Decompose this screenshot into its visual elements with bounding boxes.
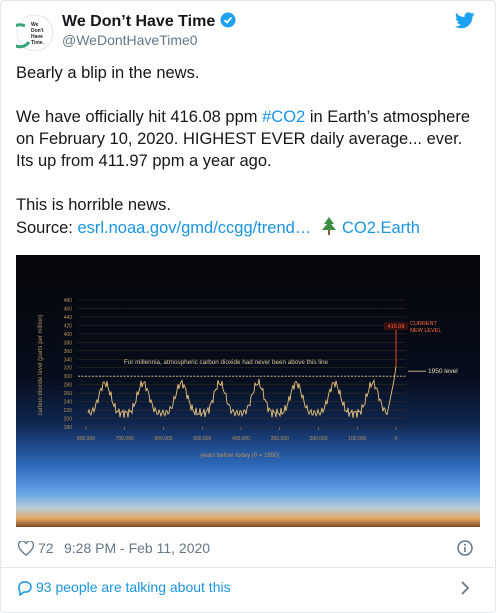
y-tick-label: 400 — [64, 332, 73, 338]
y-tick-label: 320 — [64, 366, 73, 372]
x-tick-label: 600,000 — [154, 436, 172, 442]
y-tick-label: 260 — [64, 391, 73, 397]
current-label: CURRENT — [410, 321, 438, 327]
avatar-text: Have — [31, 34, 43, 40]
x-axis-label: years before today (0 = 1950) — [201, 453, 280, 459]
x-tick-label: 100,000 — [348, 436, 366, 442]
info-icon[interactable] — [457, 540, 473, 556]
tweet-text: Bearly a blip in the news. We have offic… — [16, 62, 482, 239]
hashtag[interactable]: #CO2 — [262, 108, 306, 126]
y-tick-label: 180 — [64, 425, 73, 431]
x-tick-label: 400,000 — [232, 436, 250, 442]
divider — [0, 567, 494, 568]
current-marker — [384, 322, 408, 331]
y-tick-label: 440 — [64, 315, 73, 321]
verified-badge — [220, 12, 236, 28]
x-tick-label: 300,000 — [271, 436, 289, 442]
avatar-text: Don't — [31, 28, 44, 34]
y-tick-label: 420 — [64, 323, 73, 329]
like-count[interactable]: 72 — [38, 540, 54, 556]
y-tick-label: 280 — [64, 383, 73, 389]
y-tick-label: 460 — [64, 306, 73, 312]
author-handle[interactable]: @WeDontHaveTime0 — [62, 32, 198, 48]
y-tick-label: 200 — [64, 417, 73, 423]
current-value: 416.08 — [388, 324, 405, 330]
x-tick-label: 700,000 — [116, 436, 134, 442]
annotation: For millennia, atmospheric carbon dioxid… — [124, 359, 329, 366]
text: Source: — [16, 219, 78, 237]
level-1950-label: 1950 level — [428, 368, 458, 375]
url-link[interactable]: esrl.noaa.gov/gmd/ccgg/trend… — [77, 219, 312, 237]
x-tick-label: 800,000 — [77, 436, 95, 442]
chart-image[interactable]: carbon dioxide level (parts per million)… — [16, 255, 480, 527]
mention-link[interactable]: CO2.Earth — [341, 219, 420, 237]
paragraph: We have officially hit 416.08 ppm #CO2 i… — [16, 106, 482, 172]
like-icon[interactable] — [18, 541, 34, 556]
talking-link[interactable]: 93 people are talking about this — [36, 579, 231, 595]
co2-curve — [87, 366, 397, 419]
x-tick-label: 500,000 — [193, 436, 211, 442]
y-tick-label: 300 — [64, 374, 73, 380]
x-tick-label: 0 — [395, 436, 398, 442]
text: We have officially hit 416.08 ppm — [16, 108, 263, 126]
text: in Earth’s atmosphere on February 10, 20… — [16, 108, 471, 170]
text: This is horrible news. — [16, 196, 171, 214]
paragraph: Bearly a blip in the news. — [16, 62, 482, 84]
avatar-text: Time. — [31, 40, 45, 46]
avatar-text: We — [31, 22, 39, 28]
y-tick-label: 220 — [64, 408, 73, 414]
x-tick-label: 200,000 — [309, 436, 327, 442]
y-tick-label: 340 — [64, 357, 73, 363]
y-axis-label: carbon dioxide level (parts per million) — [38, 314, 44, 415]
timestamp[interactable]: 9:28 PM - Feb 11, 2020 — [64, 540, 211, 556]
tree-emoji — [321, 217, 336, 235]
text: Bearly a blip in the news. — [16, 64, 200, 82]
y-tick-label: 480 — [64, 298, 73, 304]
chevron[interactable] — [460, 581, 470, 595]
image-background — [16, 255, 480, 527]
paragraph: This is horrible news. Source: esrl.noaa.… — [16, 194, 482, 239]
reply-icon — [18, 581, 32, 596]
y-tick-label: 380 — [64, 340, 73, 346]
twitter-logo[interactable] — [455, 12, 475, 29]
y-tick-label: 240 — [64, 400, 73, 406]
author-name[interactable]: We Don’t Have Time — [62, 12, 236, 31]
author-name-text: We Don’t Have Time — [62, 13, 216, 30]
avatar[interactable]: We Don't Have Time. — [16, 14, 54, 52]
current-label: NEW LEVEL — [410, 328, 441, 334]
y-tick-label: 360 — [64, 349, 73, 355]
